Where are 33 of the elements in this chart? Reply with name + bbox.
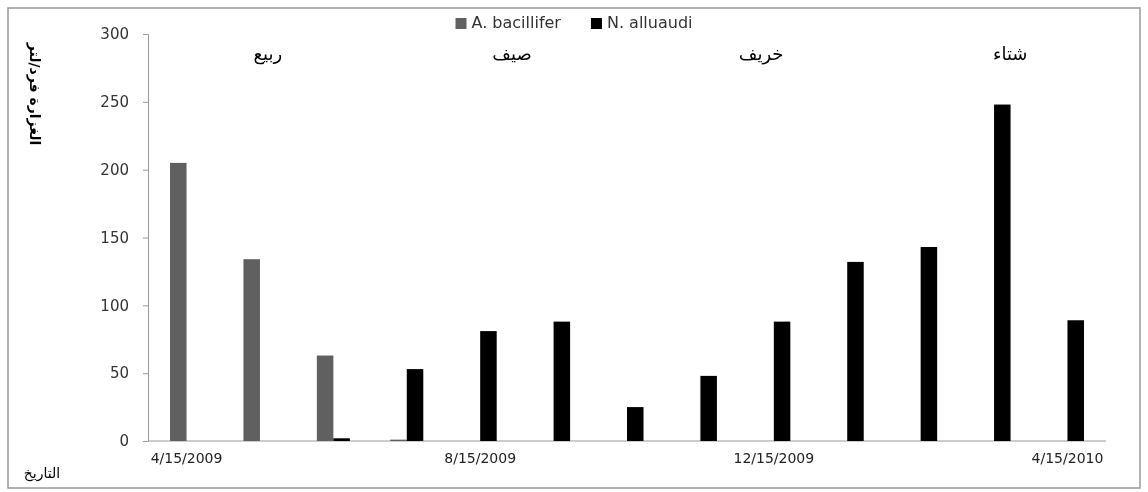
annotation: ربيع <box>253 43 283 65</box>
x-tick-label: 8/15/2009 <box>444 449 517 466</box>
legend-label: N. alluaudi <box>606 13 693 32</box>
bar <box>700 375 717 441</box>
y-tick-label: 0 <box>119 432 129 451</box>
bar <box>170 162 187 441</box>
annotation: شتاء <box>992 43 1028 64</box>
bar <box>333 438 350 441</box>
y-tick-label: 200 <box>100 160 129 179</box>
bar <box>847 261 864 441</box>
bar <box>773 321 791 441</box>
bar <box>480 331 497 441</box>
bar <box>406 369 424 441</box>
y-tick-label: 100 <box>100 296 129 315</box>
y-axis-title: الغزارة فرد/لتر <box>26 41 43 146</box>
bar <box>627 407 644 441</box>
legend-label: A. bacillifer <box>471 13 562 32</box>
x-tick-label: 4/15/2009 <box>150 449 223 466</box>
annotation: خريف <box>738 43 784 65</box>
bar <box>920 247 938 441</box>
x-tick-label: 4/15/2010 <box>1031 449 1104 466</box>
annotation: صيف <box>492 43 532 64</box>
x-axis-title: التاريخ <box>23 465 61 482</box>
y-tick-label: 300 <box>100 25 129 44</box>
bar <box>316 355 334 441</box>
y-tick-label: 150 <box>100 228 129 247</box>
bar <box>243 259 260 441</box>
bar <box>1067 320 1084 441</box>
bar <box>553 321 571 441</box>
y-tick-label: 250 <box>100 93 129 112</box>
x-tick-label: 12/15/2009 <box>733 449 815 466</box>
bar <box>994 104 1011 441</box>
y-tick-label: 50 <box>109 364 129 383</box>
